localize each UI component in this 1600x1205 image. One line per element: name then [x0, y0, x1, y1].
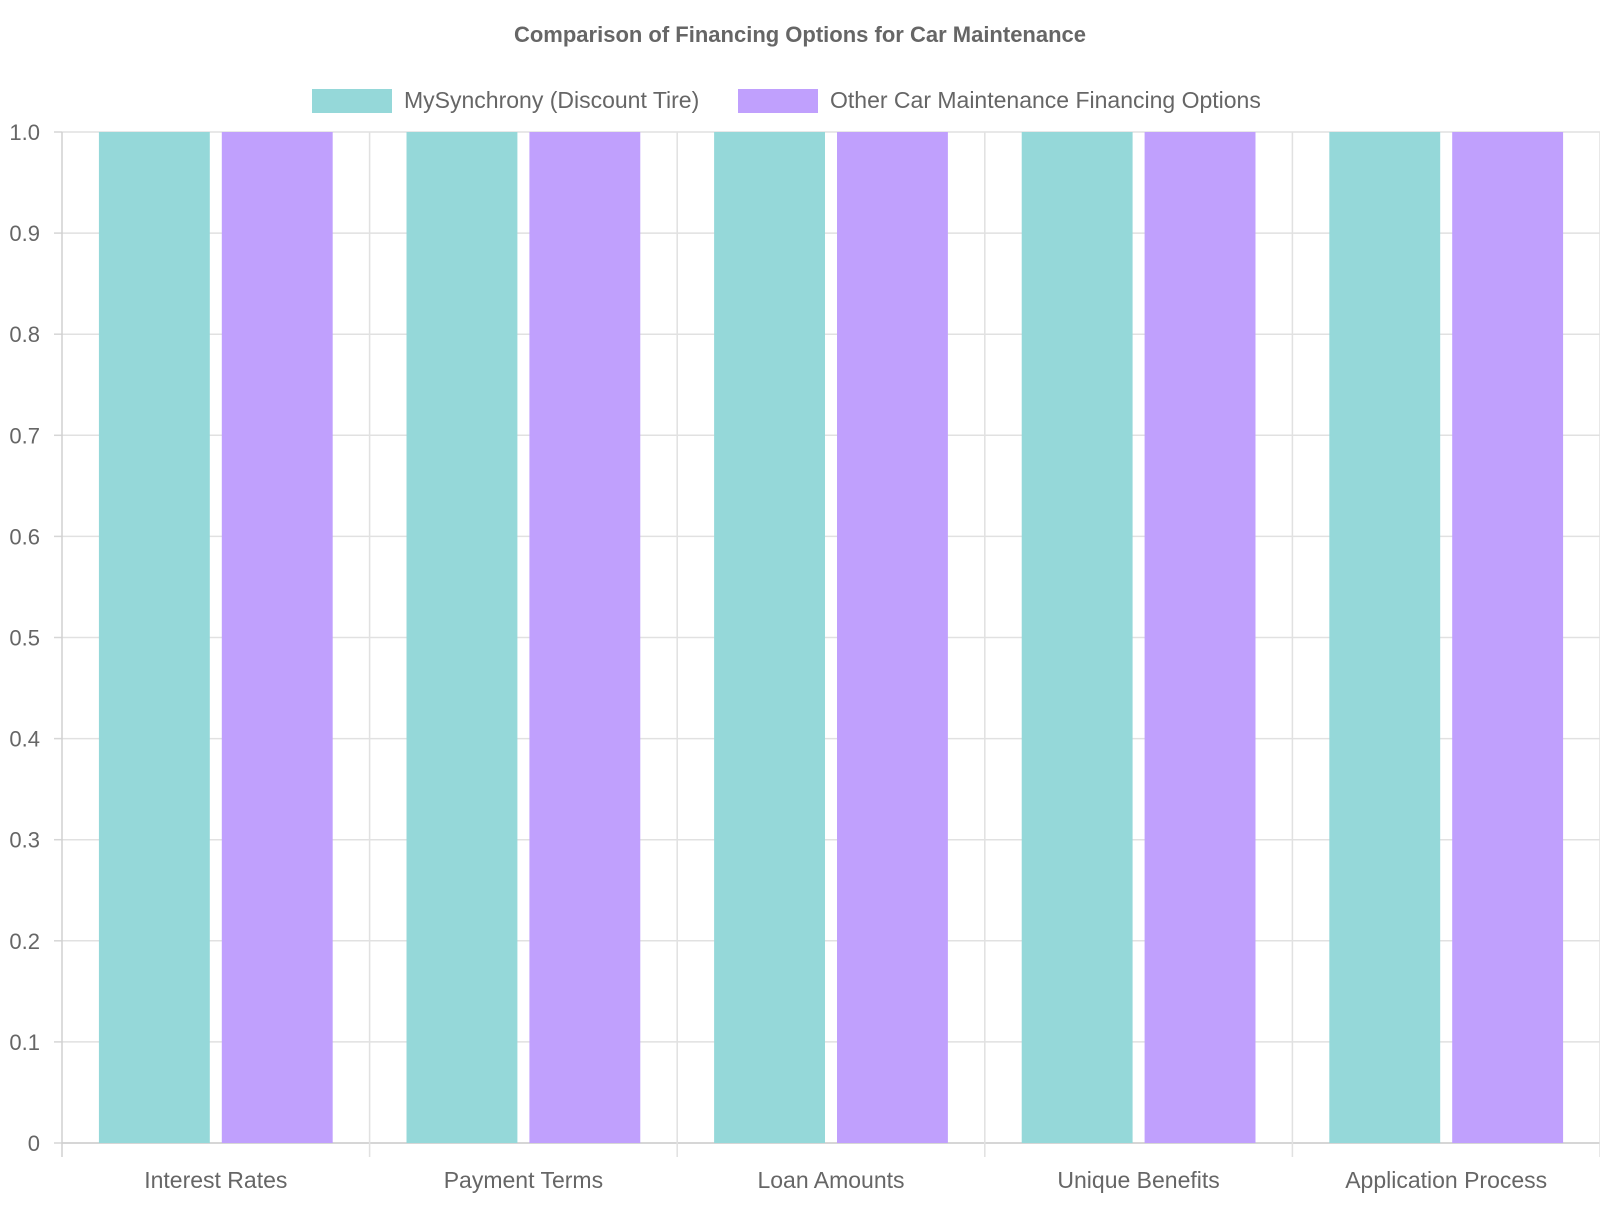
x-tick-label: Application Process [1345, 1167, 1547, 1193]
bar-other-payment-terms [529, 132, 641, 1143]
bar-other-application-process [1452, 132, 1564, 1143]
bar-mysynchrony-interest-rates [98, 132, 210, 1143]
y-tick-label: 0.1 [9, 1030, 40, 1055]
x-tick-label: Loan Amounts [757, 1167, 904, 1193]
x-tick-label: Interest Rates [144, 1167, 287, 1193]
bar-other-loan-amounts [837, 132, 948, 1143]
y-tick-label: 0.2 [9, 929, 40, 954]
y-tick-label: 0.6 [9, 524, 40, 549]
y-tick-label: 0.9 [9, 221, 40, 246]
bar-mysynchrony-application-process [1329, 132, 1441, 1143]
legend-swatch-mysynchrony [312, 89, 392, 113]
bar-other-interest-rates [221, 132, 333, 1143]
bars [98, 132, 1564, 1143]
legend-label-other: Other Car Maintenance Financing Options [830, 87, 1261, 113]
axes: 0 0.1 0.2 0.3 0.4 0.5 0.6 0.7 0.8 0.9 1.0 Interest … [9, 120, 1547, 1193]
bar-mysynchrony-loan-amounts [714, 132, 825, 1143]
legend-label-mysynchrony: MySynchrony (Discount Tire) [404, 87, 699, 113]
y-tick-label: 0.7 [9, 423, 40, 448]
legend: MySynchrony (Discount Tire) Other Car Ma… [312, 87, 1261, 113]
x-tick-label: Unique Benefits [1057, 1167, 1219, 1193]
y-tick-label: 0.8 [9, 322, 40, 347]
bar-mysynchrony-payment-terms [406, 132, 518, 1143]
bar-mysynchrony-unique-benefits [1021, 132, 1133, 1143]
chart-title: Comparison of Financing Options for Car … [514, 22, 1086, 47]
y-tick-label: 1.0 [9, 120, 40, 145]
y-tick-label: 0 [28, 1131, 40, 1156]
y-tick-label: 0.5 [9, 626, 40, 651]
x-tick-label: Payment Terms [444, 1167, 603, 1193]
bar-other-unique-benefits [1144, 132, 1256, 1143]
y-tick-label: 0.4 [9, 727, 40, 752]
legend-swatch-other [738, 89, 818, 113]
y-tick-label: 0.3 [9, 828, 40, 853]
